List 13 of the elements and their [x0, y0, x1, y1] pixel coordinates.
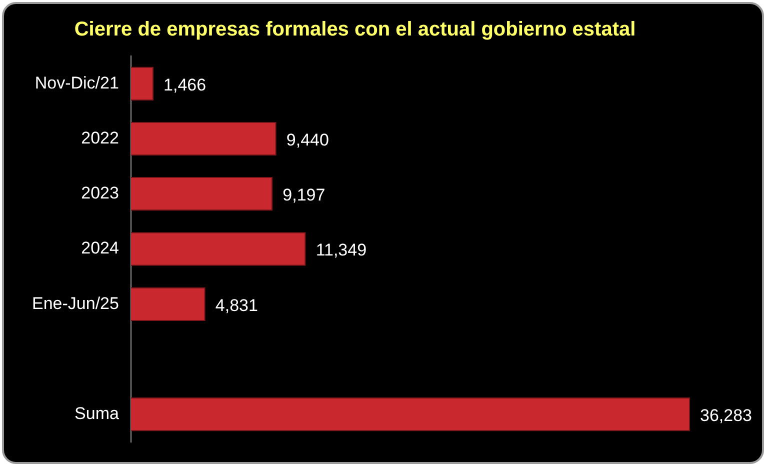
- data-label: 9,440: [286, 130, 329, 150]
- y-tick-label: Ene-Jun/25: [32, 294, 119, 313]
- y-tick-label: Suma: [74, 404, 120, 424]
- y-tick-label: 2024: [81, 238, 119, 258]
- chart-title: Cierre de empresas formales con el actual gobierno estatal: [74, 18, 636, 41]
- data-label: 1,466: [164, 75, 206, 94]
- y-tick-label: 2023: [81, 184, 119, 203]
- y-tick-label: 2022: [81, 128, 119, 148]
- data-label: 36,283: [700, 406, 752, 426]
- y-tick-label: Nov-Dic/21: [34, 73, 119, 92]
- data-label: 4,831: [215, 296, 258, 315]
- data-label: 11,349: [316, 240, 367, 260]
- data-label: 9,197: [282, 186, 326, 205]
